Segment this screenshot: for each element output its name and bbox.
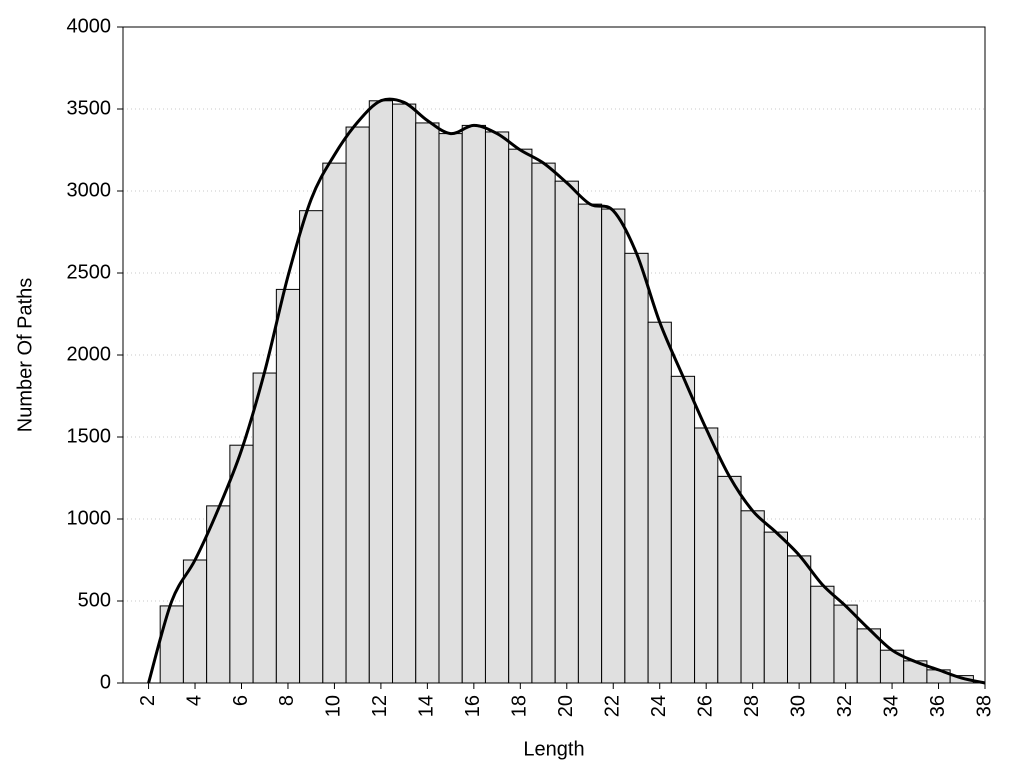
bar [577, 203, 603, 684]
x-tick-label: 34 [880, 695, 902, 717]
x-tick-label: 38 [973, 695, 995, 717]
x-tick-label: 22 [602, 695, 624, 717]
bar [182, 559, 208, 684]
y-tick-label: 1000 [67, 507, 112, 529]
y-tick-label: 4000 [67, 15, 112, 37]
bar [275, 288, 301, 684]
y-tick-label: 2000 [67, 343, 112, 365]
x-tick-label: 30 [787, 695, 809, 717]
y-axis-label: Number Of Paths [14, 278, 36, 433]
bar [694, 427, 719, 684]
y-tick-label: 3500 [67, 97, 112, 119]
x-tick-label: 4 [183, 695, 205, 706]
x-tick-label: 28 [741, 695, 763, 717]
x-tick-label: 8 [276, 695, 298, 706]
bar [345, 126, 370, 684]
bar [299, 210, 324, 684]
bar [392, 103, 417, 684]
x-tick-label: 26 [694, 695, 716, 717]
x-tick-label: 14 [416, 695, 438, 717]
bar [554, 180, 579, 684]
bar [438, 133, 463, 684]
x-tick-label: 24 [648, 695, 670, 717]
bar [601, 208, 626, 684]
bar [647, 321, 672, 684]
bar [484, 131, 510, 684]
bar [670, 375, 696, 684]
x-tick-label: 12 [369, 695, 391, 717]
density-line [147, 97, 986, 685]
bar [787, 555, 812, 684]
y-tick-label: 500 [78, 589, 111, 611]
bar [810, 585, 835, 684]
x-tick-label: 20 [555, 695, 577, 717]
bar [461, 124, 486, 684]
x-tick-label: 6 [230, 695, 252, 706]
bar [159, 605, 184, 684]
bar [206, 505, 231, 684]
x-axis-label: Length [523, 738, 584, 760]
bar [717, 475, 742, 684]
bar [415, 122, 440, 684]
x-tick-label: 36 [927, 695, 949, 717]
y-tick-label: 3000 [67, 179, 112, 201]
x-tick-label: 18 [509, 695, 531, 717]
bar [740, 510, 765, 684]
plot-frame [122, 26, 986, 684]
x-tick-label: 10 [323, 695, 345, 717]
x-tick-label: 16 [462, 695, 484, 717]
bar [624, 252, 649, 684]
bar [368, 100, 394, 684]
bar [229, 444, 254, 684]
y-tick-label: 1500 [67, 425, 112, 447]
y-tick-label: 0 [100, 671, 111, 693]
bar [252, 372, 277, 684]
y-tick-label: 2500 [67, 261, 112, 283]
bar [833, 604, 858, 684]
bar [322, 162, 347, 684]
bar [763, 531, 789, 684]
bar [531, 162, 556, 684]
x-tick-label: 2 [137, 695, 159, 706]
x-tick-label: 32 [834, 695, 856, 717]
bar [508, 148, 533, 684]
